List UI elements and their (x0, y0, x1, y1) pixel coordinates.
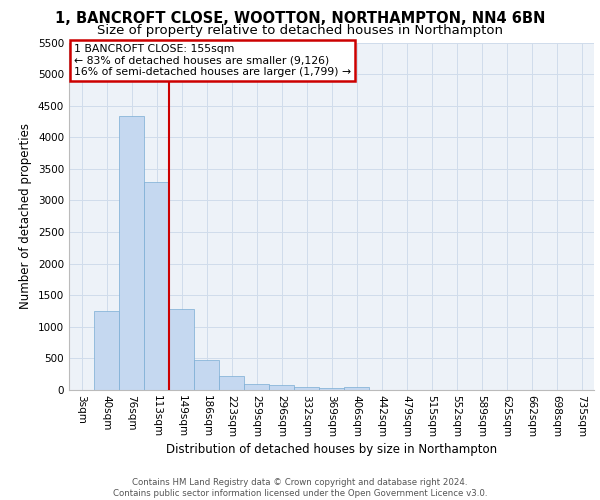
Bar (94, 310, 119, 390)
Text: Contains HM Land Registry data © Crown copyright and database right 2024.
Contai: Contains HM Land Registry data © Crown c… (113, 478, 487, 498)
Bar (344, 386, 369, 390)
Bar (194, 360, 219, 390)
Bar (119, 116, 144, 390)
Bar (294, 386, 319, 390)
Text: 1, BANCROFT CLOSE, WOOTTON, NORTHAMPTON, NN4 6BN: 1, BANCROFT CLOSE, WOOTTON, NORTHAMPTON,… (55, 11, 545, 26)
Text: Size of property relative to detached houses in Northampton: Size of property relative to detached ho… (97, 24, 503, 37)
Y-axis label: Number of detached properties: Number of detached properties (19, 123, 32, 309)
Bar (319, 388, 344, 390)
Bar (244, 384, 269, 390)
Bar (144, 182, 169, 390)
Bar (169, 309, 194, 390)
Bar (219, 376, 244, 390)
Text: 1 BANCROFT CLOSE: 155sqm
← 83% of detached houses are smaller (9,126)
16% of sem: 1 BANCROFT CLOSE: 155sqm ← 83% of detach… (74, 44, 352, 78)
Bar (269, 385, 294, 390)
X-axis label: Distribution of detached houses by size in Northampton: Distribution of detached houses by size … (166, 442, 497, 456)
